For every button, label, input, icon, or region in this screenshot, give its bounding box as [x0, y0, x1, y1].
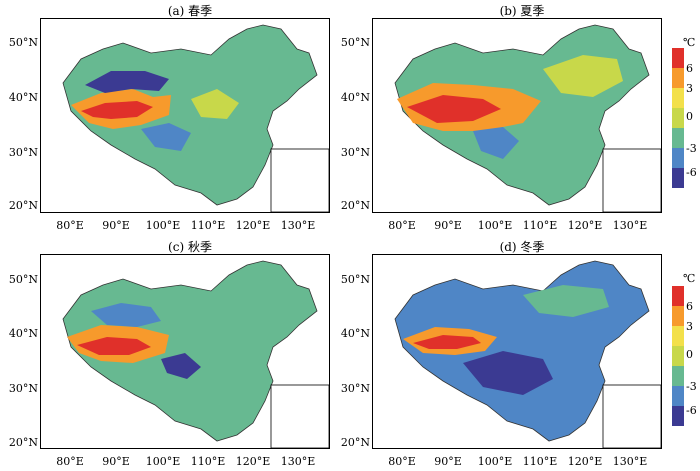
map-panel-winter — [372, 254, 662, 449]
lon-tick: 120°E — [567, 455, 603, 468]
lon-tick: 130°E — [280, 455, 316, 468]
lon-tick: 130°E — [612, 219, 648, 232]
lat-tick: 30°N — [8, 382, 38, 395]
lat-tick: 20°N — [8, 199, 38, 212]
lon-tick: 100°E — [145, 219, 181, 232]
lon-tick: 100°E — [477, 219, 513, 232]
colorbar-swatch — [672, 168, 684, 188]
lat-tick: 30°N — [340, 382, 370, 395]
lat-tick: 50°N — [8, 36, 38, 49]
colorbar-label: 3 — [686, 320, 693, 333]
lon-tick: 110°E — [190, 455, 226, 468]
lon-tick: 120°E — [235, 455, 271, 468]
lat-tick: 50°N — [8, 273, 38, 286]
south-china-sea-inset — [270, 148, 329, 212]
colorbar-swatch — [672, 286, 684, 306]
colorbar-swatch — [672, 88, 684, 108]
lat-tick: 40°N — [8, 91, 38, 104]
colorbar-label: 6 — [686, 300, 693, 313]
colorbar-swatch — [672, 68, 684, 88]
colorbar-unit: ℃ — [683, 36, 696, 49]
lon-tick: 130°E — [612, 455, 648, 468]
panel-title-autumn: (c) 秋季 — [168, 240, 212, 254]
lat-tick: 20°N — [8, 436, 38, 449]
colorbar-swatch — [672, 306, 684, 326]
neutral-anomaly-region — [523, 285, 609, 317]
map-panel-spring — [40, 18, 330, 213]
lon-tick: 90°E — [434, 219, 462, 232]
colorbar-swatch — [672, 386, 684, 406]
lon-tick: 110°E — [522, 455, 558, 468]
china-landmass — [62, 24, 318, 206]
colorbar-swatch — [672, 366, 684, 386]
colorbar-bottom: 6 3 0 -3 -6 — [672, 286, 697, 426]
map-svg-autumn — [62, 260, 329, 448]
panel-title-spring: (a) 春季 — [167, 4, 213, 18]
lat-tick: 50°N — [340, 36, 370, 49]
cold-anomaly-region — [161, 353, 201, 379]
cool-anomaly-region — [473, 127, 519, 159]
south-china-sea-inset — [602, 148, 661, 212]
lat-tick: 40°N — [340, 327, 370, 340]
colorbar-label: 0 — [686, 348, 693, 361]
colorbar-label: -6 — [686, 404, 697, 417]
map-panel-autumn — [40, 254, 330, 449]
hot-anomaly-region — [413, 335, 481, 349]
lat-tick: 20°N — [340, 199, 370, 212]
hot-anomaly-region — [77, 337, 151, 355]
lat-tick: 40°N — [8, 327, 38, 340]
lon-tick: 120°E — [235, 219, 271, 232]
lon-tick: 80°E — [388, 219, 416, 232]
colorbar-swatch — [672, 406, 684, 426]
lon-tick: 130°E — [280, 219, 316, 232]
south-china-sea-inset — [270, 384, 329, 448]
colorbar-label: 6 — [686, 62, 693, 75]
cold-anomaly-region — [463, 351, 553, 395]
colorbar-swatch — [672, 326, 684, 346]
colorbar-label: -3 — [686, 142, 697, 155]
colorbar-swatch — [672, 148, 684, 168]
panel-title-winter: (d) 冬季 — [499, 240, 545, 254]
lat-tick: 30°N — [8, 146, 38, 159]
panel-title-summer: (b) 夏季 — [499, 4, 545, 18]
lon-tick: 90°E — [102, 219, 130, 232]
lon-tick: 120°E — [567, 219, 603, 232]
colorbar-swatch — [672, 346, 684, 366]
lat-tick: 50°N — [340, 273, 370, 286]
colorbar-unit: ℃ — [683, 272, 696, 285]
lon-tick: 90°E — [102, 455, 130, 468]
south-china-sea-inset — [602, 384, 661, 448]
lon-tick: 100°E — [145, 455, 181, 468]
colorbar-label: 0 — [686, 110, 693, 123]
lon-tick: 90°E — [434, 455, 462, 468]
lon-tick: 110°E — [522, 219, 558, 232]
map-svg-summer — [394, 24, 661, 212]
lon-tick: 80°E — [388, 455, 416, 468]
hot-anomaly-region — [81, 101, 153, 119]
lon-tick: 80°E — [56, 219, 84, 232]
cold-anomaly-region — [85, 71, 169, 93]
colorbar-label: -6 — [686, 166, 697, 179]
lat-tick: 30°N — [340, 146, 370, 159]
colorbar-swatch — [672, 128, 684, 148]
map-svg-spring — [62, 24, 329, 212]
colorbar-label: -3 — [686, 380, 697, 393]
colorbar-top: 6 3 0 -3 -6 — [672, 48, 697, 188]
lon-tick: 80°E — [56, 455, 84, 468]
lon-tick: 110°E — [190, 219, 226, 232]
lon-tick: 100°E — [477, 455, 513, 468]
cool-anomaly-region — [141, 123, 191, 151]
lat-tick: 20°N — [340, 436, 370, 449]
lat-tick: 40°N — [340, 91, 370, 104]
mild-anomaly-region — [543, 55, 623, 97]
hot-anomaly-region — [407, 95, 501, 123]
mild-anomaly-region — [191, 89, 239, 119]
colorbar-swatch — [672, 48, 684, 68]
cool-anomaly-region — [91, 303, 161, 327]
map-panel-summer — [372, 18, 662, 213]
colorbar-label: 3 — [686, 82, 693, 95]
colorbar-swatch — [672, 108, 684, 128]
map-svg-winter — [394, 260, 661, 448]
